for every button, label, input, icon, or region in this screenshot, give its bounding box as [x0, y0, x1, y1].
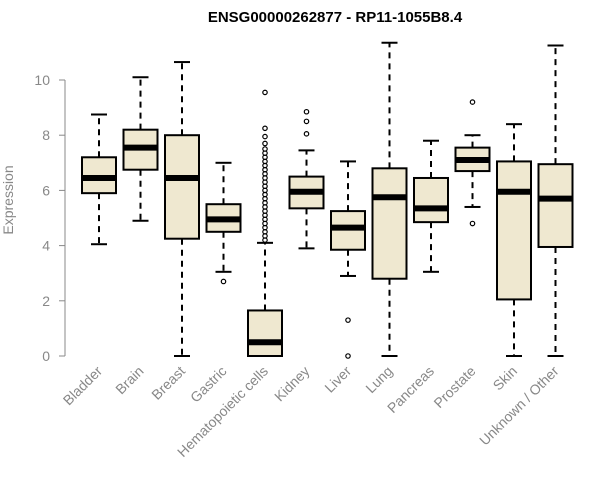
outlier-point — [262, 146, 268, 152]
x-tick-label: Skin — [490, 363, 521, 394]
box-iqr — [371, 167, 408, 280]
outlier-point — [345, 353, 351, 359]
box-group — [537, 44, 574, 357]
outlier-point — [262, 140, 268, 147]
y-tick-label: 2 — [42, 293, 50, 309]
x-tick-label: Breast — [148, 363, 188, 403]
y-tick-label: 8 — [42, 127, 50, 143]
box-iqr — [496, 160, 532, 301]
y-tick-label: 4 — [42, 238, 50, 254]
box-iqr — [164, 134, 200, 240]
y-tick-label: 10 — [34, 72, 50, 88]
y-axis: 0 2 4 6 8 10 — [34, 72, 66, 364]
outlier-point — [262, 89, 268, 96]
x-tick-label: Brain — [112, 363, 146, 397]
x-tick-label: Lung — [362, 363, 395, 396]
box-group — [205, 161, 242, 285]
box-group — [371, 41, 408, 357]
x-tick-label: Unknown / Other — [476, 363, 562, 449]
outlier-point — [469, 220, 476, 227]
box-group — [454, 99, 491, 227]
box-group — [247, 89, 283, 357]
chart-title: ENSG00000262877 - RP11-1055B8.4 — [208, 9, 463, 26]
box-iqr — [537, 163, 574, 248]
y-tick-label: 0 — [42, 348, 50, 364]
outlier-point — [469, 99, 476, 105]
y-tick-label: 6 — [42, 182, 50, 198]
outlier-point — [303, 131, 310, 137]
box-group — [496, 123, 532, 357]
box-group — [81, 113, 117, 246]
x-tick-label: Prostate — [430, 363, 478, 411]
box-group — [330, 160, 366, 359]
box-iqr — [247, 309, 283, 357]
outlier-point — [220, 278, 227, 285]
box-group — [288, 108, 325, 250]
outlier-point — [262, 125, 268, 132]
box-group — [122, 76, 159, 222]
x-tick-label: Liver — [321, 363, 354, 396]
y-axis-label: Expression — [0, 165, 16, 234]
outlier-point — [303, 108, 310, 115]
box-iqr — [413, 176, 449, 224]
boxes-group — [81, 41, 574, 359]
x-tick-label: Kidney — [271, 363, 313, 405]
outlier-point — [303, 118, 310, 125]
outlier-point — [345, 317, 351, 323]
box-group — [164, 61, 200, 357]
box-group — [413, 139, 449, 273]
x-tick-label: Bladder — [60, 363, 106, 409]
outlier-point — [262, 133, 268, 140]
